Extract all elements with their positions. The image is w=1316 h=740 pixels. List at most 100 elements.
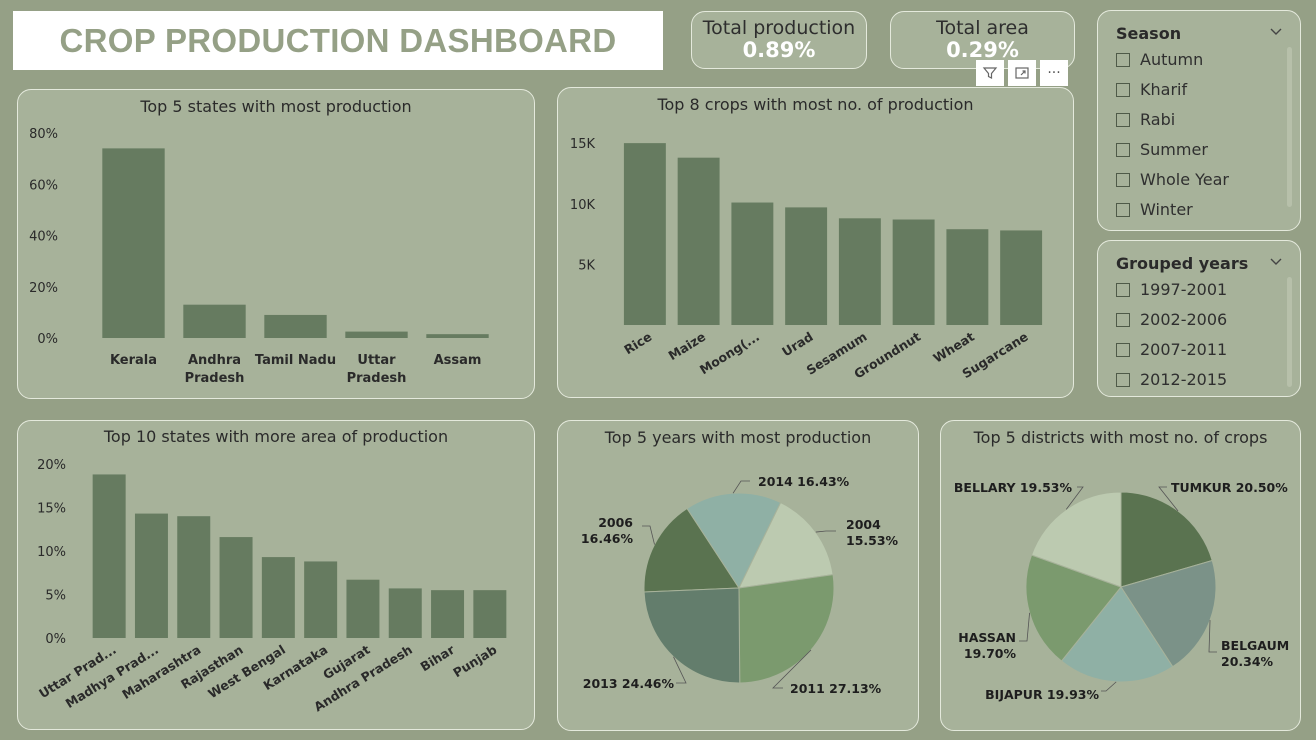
- bar-uttar-prad[interactable]: [92, 474, 126, 638]
- x-tick-label: Punjab: [450, 642, 499, 681]
- filter-icon[interactable]: [976, 60, 1004, 86]
- checkbox-1997-2001[interactable]: [1116, 282, 1130, 297]
- checkbox-whole-year[interactable]: [1116, 172, 1130, 187]
- checkbox-autumn[interactable]: [1116, 52, 1130, 67]
- pie-slice-2011[interactable]: [738, 574, 835, 684]
- checkbox-2002-2006[interactable]: [1116, 312, 1130, 327]
- slicer-option-2002-2006[interactable]: 2002-2006: [1116, 310, 1227, 329]
- panel-top5-years: Top 5 years with most production 2006 16.…: [557, 420, 919, 731]
- slicer-option-whole-year[interactable]: Whole Year: [1116, 170, 1229, 189]
- x-tick-label: Andhra Pradesh: [185, 353, 245, 386]
- pie-slice-2014[interactable]: [686, 492, 782, 590]
- y-tick-label: 80%: [29, 127, 58, 142]
- x-tick-label: Urad: [779, 329, 816, 360]
- kpi-production-value: 0.89%: [742, 38, 816, 62]
- bar-maize[interactable]: [677, 157, 720, 325]
- bar-gujarat[interactable]: [346, 579, 380, 638]
- checkbox-kharif[interactable]: [1116, 82, 1130, 97]
- chevron-down-icon[interactable]: [1270, 26, 1282, 38]
- leader-line: [1208, 620, 1217, 653]
- leader-line: [815, 530, 836, 533]
- leader-line: [772, 649, 812, 689]
- slicer-option-summer[interactable]: Summer: [1116, 140, 1208, 159]
- kpi-area-value: 0.29%: [946, 38, 1019, 62]
- bar-kerala[interactable]: [102, 148, 165, 338]
- slicer-option-1997-2001[interactable]: 1997-2001: [1116, 280, 1227, 299]
- panel-top8-crops: Top 8 crops with most no. of production …: [557, 87, 1074, 398]
- bar-groundnut[interactable]: [892, 219, 935, 325]
- chart-title-top5-years: Top 5 years with most production: [604, 428, 872, 447]
- x-tick-label: Maize: [666, 329, 709, 363]
- leader-line: [1158, 486, 1179, 512]
- pie-slice-2006[interactable]: [643, 507, 740, 593]
- slicer-years-scrollbar[interactable]: [1287, 277, 1292, 387]
- pie-slice-2013[interactable]: [643, 587, 741, 684]
- checkbox-2012-2015[interactable]: [1116, 372, 1130, 387]
- panel-top10-area: Top 10 states with more area of producti…: [17, 420, 535, 730]
- pie-chart-top5-districts: TUMKUR 20.50% BELGAUM 20.34% BIJAPUR 19.93%…: [954, 480, 1289, 702]
- bar-rice[interactable]: [623, 143, 666, 325]
- checkbox-2007-2011[interactable]: [1116, 342, 1130, 357]
- bar-karnataka[interactable]: [304, 561, 338, 638]
- bar-andhra-pradesh[interactable]: [388, 588, 422, 638]
- y-tick-label: 10%: [37, 545, 66, 560]
- y-tick-label: 20%: [37, 458, 66, 473]
- pie-slice-tumkur[interactable]: [1120, 491, 1213, 588]
- pie-label-2014: 2014 16.43%: [758, 474, 850, 489]
- slicer-grouped-years: Grouped years 1997-2001 2002-2006 2007-2…: [1097, 240, 1301, 397]
- kpi-production-label: Total production: [702, 17, 856, 39]
- panel-top5-states: Top 5 states with most production 0% 20% 4…: [17, 89, 535, 399]
- chart-title-top10-area: Top 10 states with more area of producti…: [103, 427, 449, 446]
- focus-mode-icon[interactable]: [1008, 60, 1036, 86]
- slicer-season-title: Season: [1116, 24, 1182, 43]
- chart-title-top5-districts: Top 5 districts with most no. of crops: [973, 428, 1268, 447]
- y-tick-label: 0%: [37, 332, 58, 347]
- slicer-option-2012-2015[interactable]: 2012-2015: [1116, 370, 1227, 389]
- bar-west-bengal[interactable]: [261, 557, 295, 638]
- bar-urad[interactable]: [785, 207, 828, 325]
- pie-slice-bellary[interactable]: [1030, 491, 1122, 588]
- slicer-option-winter[interactable]: Winter: [1116, 200, 1193, 219]
- checkbox-summer[interactable]: [1116, 142, 1130, 157]
- bar-maharashtra[interactable]: [177, 516, 211, 638]
- kpi-total-area[interactable]: Total area 0.29%: [890, 11, 1075, 69]
- pie-slice-hassan[interactable]: [1025, 554, 1122, 662]
- bar-rajasthan[interactable]: [219, 537, 253, 638]
- pie-label-2006: 2006 16.46%: [581, 515, 634, 546]
- pie-slice-bijapur[interactable]: [1060, 586, 1174, 683]
- pie-slice-belgaum[interactable]: [1120, 559, 1217, 668]
- leader-line: [673, 656, 687, 684]
- pie-chart-top5-years: 2006 16.46% 2014 16.43% 2004 15.53% 2011 27.1…: [581, 474, 899, 696]
- slicer-season: Season Autumn Kharif Rabi Summer Whole Y…: [1097, 10, 1301, 231]
- bar-assam[interactable]: [426, 334, 489, 338]
- slicer-season-scrollbar[interactable]: [1287, 47, 1292, 207]
- x-tick-label: Tamil Nadu: [255, 353, 336, 368]
- slicer-option-kharif[interactable]: Kharif: [1116, 80, 1187, 99]
- bar-sugarcane[interactable]: [1000, 230, 1043, 325]
- dashboard-title-box: CROP PRODUCTION DASHBOARD: [13, 11, 663, 70]
- slicer-option-autumn[interactable]: Autumn: [1116, 50, 1203, 69]
- slicer-option-rabi[interactable]: Rabi: [1116, 110, 1175, 129]
- bar-andhra-pradesh[interactable]: [183, 304, 246, 338]
- bar-uttar-pradesh[interactable]: [345, 331, 408, 338]
- pie-label-2004: 2004 15.53%: [846, 517, 899, 548]
- x-tick-label: Uttar Pradesh: [347, 353, 407, 386]
- bar-punjab[interactable]: [473, 590, 507, 638]
- kpi-total-production[interactable]: Total production 0.89%: [691, 11, 867, 69]
- leader-line: [732, 480, 750, 494]
- slicer-option-2007-2011[interactable]: 2007-2011: [1116, 340, 1227, 359]
- chevron-down-icon[interactable]: [1270, 256, 1282, 268]
- y-tick-label: 5%: [45, 589, 66, 604]
- bar-bihar[interactable]: [431, 590, 465, 638]
- y-tick-label: 15K: [570, 137, 596, 152]
- bar-madhya-prad[interactable]: [134, 513, 168, 638]
- checkbox-winter[interactable]: [1116, 202, 1130, 217]
- x-tick-label: Kerala: [110, 353, 157, 368]
- more-options-icon[interactable]: ···: [1040, 60, 1068, 86]
- bar-wheat[interactable]: [946, 229, 989, 325]
- bar-moong[interactable]: [731, 202, 774, 325]
- pie-label-tumkur: TUMKUR 20.50%: [1171, 480, 1288, 495]
- bar-tamil-nadu[interactable]: [264, 314, 327, 338]
- checkbox-rabi[interactable]: [1116, 112, 1130, 127]
- bar-sesamum[interactable]: [838, 218, 881, 325]
